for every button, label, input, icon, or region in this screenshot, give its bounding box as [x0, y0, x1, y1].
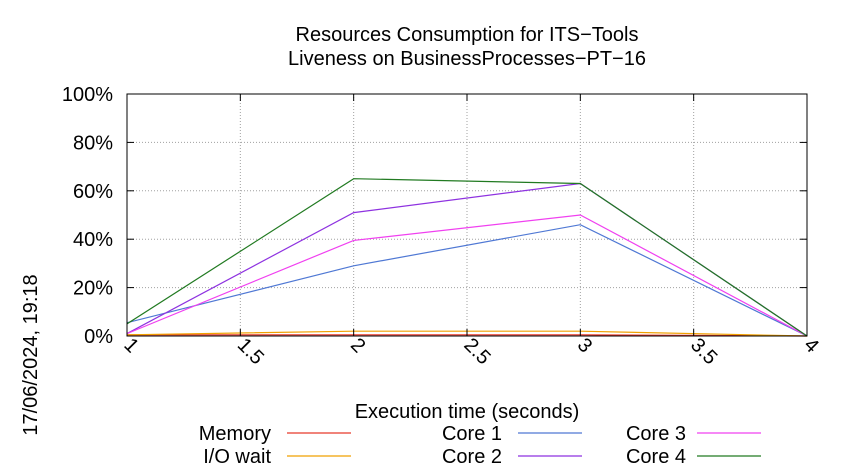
axis-ticks [126, 93, 808, 337]
legend-label-core-4: Core 4 [626, 446, 686, 468]
x-tick-label: 3.5 [686, 334, 721, 369]
legend-label-core-1: Core 1 [442, 423, 502, 445]
y-tick-label: 0% [84, 326, 113, 348]
x-tick-label: 1 [119, 334, 142, 357]
legend-label-core-3: Core 3 [626, 423, 686, 445]
y-tick-label: 80% [73, 132, 113, 154]
y-axis-tick-labels: 0% 20% 40% 60% 80% 100% [62, 84, 113, 348]
x-tick-label: 4 [799, 334, 822, 357]
series-line-core-3 [126, 214, 808, 337]
legend-label-memory: Memory [199, 423, 271, 445]
y-tick-label: 20% [73, 278, 113, 300]
x-tick-label: 3 [573, 334, 596, 357]
x-axis-label: Execution time (seconds) [355, 401, 580, 423]
x-axis-tick-labels: 1 1.5 2 2.5 3 3.5 4 [119, 334, 822, 369]
series-line-core-1 [126, 224, 808, 337]
y-tick-label: 100% [62, 84, 113, 106]
chart-subtitle: Liveness on BusinessProcesses−PT−16 [288, 48, 646, 70]
timestamp-label: 17/06/2024, 19:18 [20, 274, 42, 435]
legend-label-core-2: Core 2 [442, 446, 502, 468]
chart-title: Resources Consumption for ITS−Tools [296, 24, 639, 46]
legend-label-i-o-wait: I/O wait [203, 446, 271, 468]
x-tick-label: 2.5 [459, 334, 494, 369]
series-line-core-4 [126, 178, 808, 337]
x-tick-label: 1.5 [233, 334, 268, 369]
x-tick-label: 2 [346, 334, 369, 357]
grid-lines [127, 94, 807, 336]
y-tick-label: 40% [73, 229, 113, 251]
y-tick-label: 60% [73, 181, 113, 203]
